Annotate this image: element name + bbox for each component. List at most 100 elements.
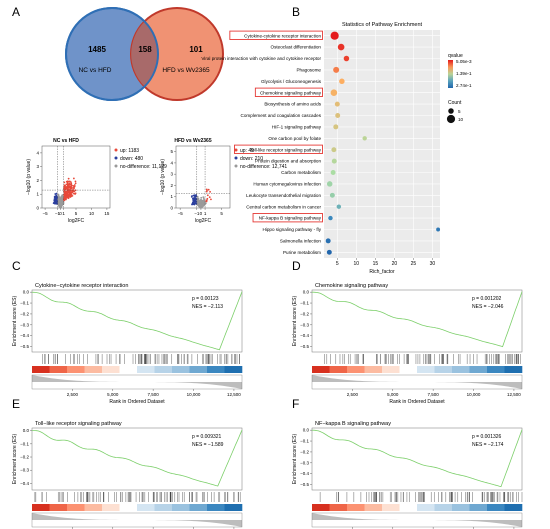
volcano-point-up	[68, 186, 71, 188]
gsea-x-tick-label: 5,000	[107, 392, 119, 397]
qvalue-legend-label: 1.39e-1	[456, 71, 472, 76]
gsea-y-label: Enrichment score (ES)	[292, 434, 298, 485]
gsea-rank-color-segment	[32, 504, 50, 511]
gsea-rank-color-segment	[119, 504, 138, 511]
venn-circle-right	[130, 7, 224, 101]
volcano-point-up	[64, 187, 67, 190]
gsea-rank-color-segment	[67, 366, 85, 373]
volcano-point-up	[69, 192, 72, 194]
panel-letter-c: C	[12, 259, 21, 273]
enrichment-x-tick-label: 10	[354, 261, 360, 267]
enrichment-panel-bg	[324, 30, 440, 258]
gsea-rank-color-segment	[417, 366, 435, 373]
volcano-point-down	[55, 194, 58, 197]
volcano-x-tick-label: −1	[55, 211, 61, 216]
volcano-title: NC vs HFD	[53, 138, 79, 144]
gsea-plot-nf-kappa-b: NF−kappa B signaling pathway p = 0.001326…	[292, 421, 523, 529]
volcano-point-up	[208, 196, 211, 199]
gsea-rank-color-segment	[137, 504, 155, 511]
pathway-label: Leukocyte transendothelial migration	[246, 193, 321, 198]
gsea-es-frame	[31, 289, 243, 353]
volcano-y-tick-label: 5	[170, 149, 173, 154]
volcano-legend-label: down: 210	[240, 156, 263, 162]
gsea-es-curve	[32, 429, 243, 487]
volcano-point-ns	[58, 199, 61, 201]
volcano-point-up	[65, 197, 67, 200]
volcano-x-tick-label: 15	[104, 211, 110, 216]
enrichment-point	[330, 89, 338, 96]
gsea-rank-color-segment	[189, 366, 208, 373]
gsea-rank-color-segment	[504, 366, 523, 373]
gsea-ranked-metric	[312, 513, 522, 527]
volcano-point-up	[68, 183, 71, 186]
volcano-point-up	[73, 184, 76, 186]
volcano-point-down	[190, 196, 193, 198]
gsea-rank-color-segment	[49, 504, 68, 511]
count-legend-title: Count	[448, 100, 462, 106]
gsea-hit-lines	[34, 492, 241, 502]
volcano-point-up	[64, 192, 67, 194]
gsea-y-tick-label: −0.5	[300, 482, 309, 487]
enrichment-point	[330, 31, 339, 40]
gsea-rank-color-segment	[32, 366, 50, 373]
gsea-y-tick-label: 0.0	[23, 290, 30, 295]
gsea-rank-color-segment	[417, 504, 435, 511]
volcano-point-down	[192, 198, 194, 200]
pathway-label: Salmonella infection	[280, 239, 322, 244]
gsea-plot-chemokine: Chemokine signaling pathway p = 0.001202 N…	[292, 283, 523, 405]
gsea-rank-color-segment	[452, 504, 470, 511]
gsea-rank-color-segment	[137, 366, 155, 373]
enrichment-x-tick-label: 25	[411, 261, 417, 267]
volcano-point-up	[74, 189, 77, 192]
gsea-rank-color-segment	[224, 504, 243, 511]
gsea-rank-color-segment	[172, 366, 190, 373]
volcano-point-up	[69, 187, 71, 190]
volcano-point-up	[71, 191, 74, 194]
volcano-point-up	[66, 186, 69, 189]
gsea-es-curve	[312, 291, 523, 348]
gsea-p-value: p = 0.009321	[192, 434, 222, 440]
volcano-point-ns	[57, 200, 60, 203]
volcano-point-up	[67, 196, 70, 199]
enrichment-x-tick-label: 15	[373, 261, 379, 267]
enrichment-x-tick-label: 20	[392, 261, 398, 267]
volcano-point-down	[195, 194, 197, 196]
volcano-legend-marker	[114, 156, 118, 160]
volcano-point-up	[72, 192, 75, 195]
gsea-title: Cytokine−cytokine receptor interaction	[35, 283, 128, 289]
panel-letter-d: D	[292, 259, 301, 273]
gsea-rank-color-segment	[329, 366, 348, 373]
volcano-point-up	[206, 189, 208, 192]
gsea-y-tick-label: 0.0	[303, 428, 310, 433]
volcano-point-down	[192, 194, 195, 197]
enrichment-point	[436, 227, 441, 232]
volcano-point-down	[55, 195, 58, 198]
volcano-legend-label: no-difference: 12,741	[240, 164, 287, 170]
pathway-label: Carbon metabolism	[281, 170, 321, 175]
volcano-point-down	[54, 199, 57, 202]
venn-left-only: 1485	[88, 45, 106, 54]
volcano-point-ns	[58, 202, 61, 205]
volcano-x-tick-label: 5	[220, 211, 223, 216]
gsea-y-tick-label: −0.3	[300, 460, 309, 465]
volcano-point-ns	[200, 198, 202, 201]
enrichment-point	[334, 101, 340, 107]
gsea-x-tick-label: 12,500	[507, 392, 521, 397]
gsea-rank-color-segment	[312, 366, 330, 373]
enrichment-x-label: Rich_factor	[369, 269, 395, 275]
volcano-point-up	[64, 194, 66, 196]
volcano-point-ns	[60, 199, 63, 202]
pathway-label: Complement and coagulation cascades	[241, 113, 322, 118]
enrichment-point	[333, 124, 339, 130]
gsea-x-tick-label: 10,000	[187, 392, 201, 397]
venn-diagram: 1485 158 101 NC vs HFD HFD vs Wv2365	[65, 7, 224, 101]
gsea-y-label: Enrichment score (ES)	[292, 296, 298, 347]
volcano-y-tick-label: 2	[36, 178, 39, 183]
pathway-label: NF-kappa B signaling pathway	[259, 216, 322, 221]
gsea-rank-color-segment	[189, 504, 208, 511]
pathway-highlight-box	[234, 144, 323, 154]
gsea-x-tick-label: 2,500	[347, 392, 359, 397]
volcano-point-up	[74, 192, 77, 195]
